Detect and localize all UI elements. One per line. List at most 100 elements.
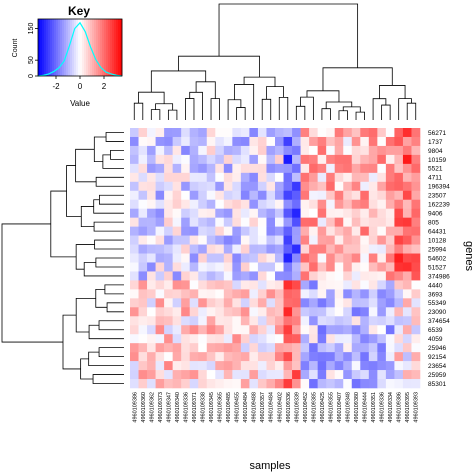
heatmap-cell bbox=[215, 190, 225, 201]
heatmap-cell bbox=[300, 334, 310, 344]
heatmap-cell bbox=[215, 370, 225, 380]
heatmap-cell bbox=[130, 163, 139, 174]
heatmap-cell bbox=[394, 334, 404, 344]
heatmap-cell bbox=[257, 199, 267, 209]
heatmap-cell bbox=[402, 280, 412, 290]
heatmap-cell bbox=[223, 199, 233, 209]
gene-label: 374654 bbox=[428, 318, 450, 325]
heatmap-cell bbox=[189, 163, 199, 174]
heatmap-cell bbox=[292, 352, 301, 362]
heatmap-cell bbox=[172, 217, 182, 227]
key-gradient-step bbox=[118, 19, 121, 76]
color-key: Key -2 0 2 0 50 150 Value Count bbox=[12, 4, 123, 108]
heatmap-cell bbox=[155, 316, 165, 326]
heatmap-cell bbox=[147, 217, 156, 227]
heatmap-cell bbox=[181, 289, 191, 299]
heatmap-cell bbox=[240, 298, 250, 308]
heatmap-cell bbox=[411, 235, 421, 245]
heatmap-cell bbox=[130, 379, 139, 389]
heatmap-cell bbox=[189, 172, 199, 183]
heatmap-cell bbox=[292, 172, 301, 183]
heatmap-cell bbox=[155, 217, 165, 227]
heatmap-cell bbox=[206, 190, 216, 201]
heatmap-cell bbox=[249, 235, 259, 245]
heatmap-cell bbox=[275, 343, 284, 353]
heatmap-cell bbox=[351, 190, 361, 201]
heatmap-cell bbox=[189, 208, 199, 218]
heatmap-cell bbox=[334, 145, 344, 156]
heatmap-cell bbox=[189, 181, 199, 192]
heatmap-cell bbox=[351, 181, 361, 192]
heatmap-cell bbox=[360, 298, 370, 308]
heatmap-cell bbox=[275, 307, 284, 317]
heatmap-cell bbox=[189, 307, 199, 317]
heatmap-cell bbox=[215, 325, 225, 335]
heatmap-cell bbox=[223, 181, 233, 192]
heatmap-cell bbox=[249, 217, 259, 227]
heatmap-cell bbox=[189, 379, 199, 389]
heatmap-cell bbox=[343, 208, 353, 218]
heatmap-cell bbox=[215, 352, 225, 362]
heatmap-cell bbox=[309, 181, 318, 192]
heatmap-cell bbox=[138, 217, 148, 227]
heatmap-cell bbox=[351, 352, 361, 362]
key-x-tick-label: -2 bbox=[52, 82, 60, 91]
heatmap-cell bbox=[368, 307, 378, 317]
heatmap-cell bbox=[385, 244, 395, 254]
heatmap-cells bbox=[130, 128, 421, 389]
heatmap-cell bbox=[411, 280, 421, 290]
heatmap-cell bbox=[223, 235, 233, 245]
heatmap-cell bbox=[326, 316, 336, 326]
heatmap-cell bbox=[411, 298, 421, 308]
heatmap-cell bbox=[343, 271, 353, 281]
heatmap-cell bbox=[402, 190, 412, 201]
heatmap-cell bbox=[292, 316, 301, 326]
gene-label: 51527 bbox=[428, 264, 446, 271]
heatmap-cell bbox=[138, 307, 148, 317]
heatmap-cell bbox=[249, 208, 259, 218]
gene-label: 9406 bbox=[428, 211, 443, 218]
heatmap-cell bbox=[257, 181, 267, 192]
heatmap-cell bbox=[309, 280, 318, 290]
heatmap-cell bbox=[181, 244, 191, 254]
gene-label: 23507 bbox=[428, 193, 446, 200]
heatmap-cell bbox=[147, 289, 156, 299]
heatmap-cell bbox=[147, 370, 156, 380]
dendrogram-branch bbox=[98, 320, 124, 331]
key-gradient-step bbox=[70, 19, 73, 76]
heatmap-cell bbox=[206, 253, 216, 263]
heatmap-cell bbox=[385, 235, 395, 245]
dendrogram-branch bbox=[88, 324, 124, 340]
heatmap-cell bbox=[411, 289, 421, 299]
heatmap-cell bbox=[172, 280, 182, 290]
heatmap-cell bbox=[343, 253, 353, 263]
heatmap-cell bbox=[266, 334, 276, 344]
heatmap-cell bbox=[164, 172, 173, 183]
heatmap-cell bbox=[368, 280, 378, 290]
heatmap-cell bbox=[223, 136, 233, 147]
heatmap-cell bbox=[257, 352, 267, 362]
heatmap-cell bbox=[266, 181, 276, 192]
dendrogram-branch bbox=[195, 81, 216, 99]
key-histogram-line bbox=[37, 21, 123, 77]
sample-label: 4960109385 bbox=[311, 392, 317, 423]
heatmap-cell bbox=[249, 343, 259, 353]
heatmap-cell bbox=[164, 145, 173, 156]
heatmap-cell bbox=[402, 199, 412, 209]
heatmap-cell bbox=[189, 145, 199, 156]
heatmap-cell bbox=[223, 244, 233, 254]
heatmap-cell bbox=[334, 136, 344, 147]
heatmap-cell bbox=[249, 316, 259, 326]
heatmap-cell bbox=[351, 343, 361, 353]
heatmap-cell bbox=[360, 181, 370, 192]
heatmap-cell bbox=[198, 352, 208, 362]
dendrogram-branch bbox=[342, 106, 361, 113]
heatmap-cell bbox=[257, 280, 267, 290]
heatmap-cell bbox=[368, 253, 378, 263]
heatmap-cell bbox=[394, 316, 404, 326]
heatmap-cell bbox=[411, 208, 421, 218]
key-y-tick-label: 150 bbox=[28, 23, 35, 35]
dendrogram-branch bbox=[102, 154, 124, 169]
heatmap-cell bbox=[172, 271, 182, 281]
dendrogram-branch bbox=[95, 176, 124, 187]
